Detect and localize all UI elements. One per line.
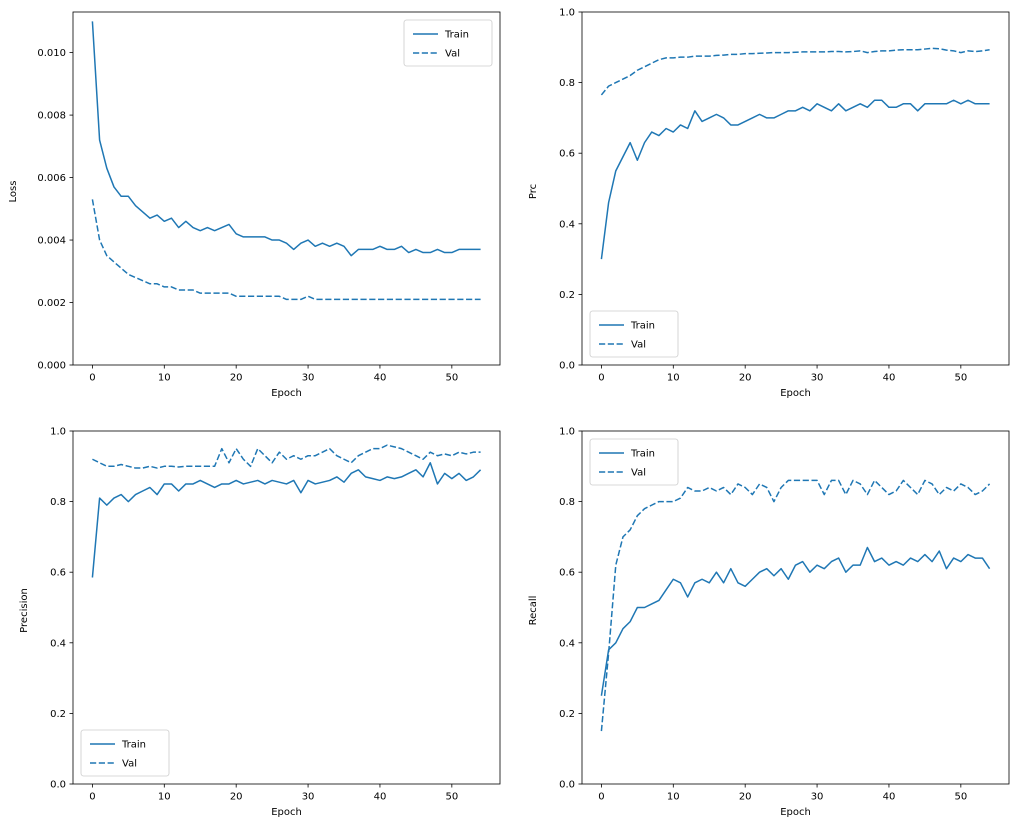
y-tick-label: 0.006 (37, 173, 66, 184)
x-tick-label: 10 (158, 792, 171, 803)
x-tick-label: 20 (739, 373, 752, 384)
y-tick-label: 0.004 (37, 236, 66, 247)
x-tick-label: 20 (230, 792, 243, 803)
x-tick-label: 50 (954, 373, 967, 384)
y-axis-label: Recall (528, 596, 539, 626)
y-tick-label: 0.4 (559, 219, 575, 230)
y-tick-label: 0.2 (559, 290, 575, 301)
y-tick-label: 0.4 (50, 638, 66, 649)
axes-frame (581, 430, 1010, 785)
prc-chart: 0 10 20 30 40 50 0.0 0.2 0.4 0.6 0.8 1.0 Epoch Prc Tra… (528, 8, 1010, 399)
legend-train-label: Train (121, 740, 146, 751)
prc-chart-cell: 0 10 20 30 40 50 0.0 0.2 0.4 0.6 0.8 1.0 Epoch Prc Tra… (509, 0, 1018, 419)
precision-chart: 0 10 20 30 40 50 0.0 0.2 0.4 0.6 0.8 1.0 Epoch Precis… (19, 427, 501, 818)
loss-chart-cell: 0 10 20 30 40 50 0.000 0.002 0.004 0.006 0.008 0.01… (0, 0, 509, 419)
legend-box (589, 438, 679, 486)
x-tick-label: 10 (667, 792, 680, 803)
x-tick-label: 50 (445, 373, 458, 384)
legend-train-label: Train (444, 30, 469, 41)
prc-val-line (600, 47, 990, 96)
precision-val-line (92, 444, 481, 469)
x-tick-label: 0 (89, 792, 95, 803)
y-tick-label: 0.4 (559, 638, 575, 649)
legend-box (589, 310, 679, 358)
x-tick-label: 0 (598, 373, 604, 384)
legend-val-label: Val (122, 759, 137, 770)
y-tick-label: 0.000 (37, 361, 66, 372)
axes-frame (72, 11, 501, 366)
precision-train-line (91, 462, 482, 578)
y-tick-label: 0.2 (50, 709, 66, 720)
y-tick-label: 1.0 (559, 427, 575, 438)
loss-val-line (91, 199, 481, 301)
x-tick-label: 40 (883, 373, 896, 384)
loss-train-line (91, 21, 481, 257)
y-tick-label: 0.008 (37, 111, 66, 122)
y-tick-label: 1.0 (559, 8, 575, 19)
legend-train-label: Train (630, 321, 655, 332)
x-tick-label: 50 (445, 792, 458, 803)
y-tick-label: 0.8 (559, 497, 575, 508)
legend-val-label: Val (631, 340, 646, 351)
prc-train-line (600, 99, 990, 260)
x-tick-label: 30 (302, 792, 315, 803)
y-axis-label: Prc (528, 184, 539, 199)
recall-val-line (600, 479, 991, 732)
legend-box (80, 729, 170, 777)
x-tick-label: 20 (230, 373, 243, 384)
x-tick-label: 50 (954, 792, 967, 803)
x-tick-label: 30 (811, 792, 824, 803)
x-axis-label: Epoch (271, 807, 302, 818)
legend-val-label: Val (631, 468, 646, 479)
x-tick-label: 0 (89, 373, 95, 384)
x-axis-label: Epoch (780, 388, 811, 399)
recall-train-line (600, 546, 991, 696)
x-tick-label: 10 (667, 373, 680, 384)
x-axis-label: Epoch (780, 807, 811, 818)
y-tick-label: 0.0 (559, 780, 575, 791)
recall-chart-cell: 0 10 20 30 40 50 0.0 0.2 0.4 0.6 0.8 1.0 Epoch Recall… (509, 419, 1018, 838)
y-tick-label: 0.0 (50, 780, 66, 791)
y-tick-label: 0.010 (37, 48, 66, 59)
x-tick-label: 40 (374, 792, 387, 803)
loss-chart: 0 10 20 30 40 50 0.000 0.002 0.004 0.006 0.008 0.01… (8, 11, 501, 399)
x-tick-label: 0 (598, 792, 604, 803)
x-tick-label: 20 (739, 792, 752, 803)
legend-box (403, 19, 493, 67)
axes-frame (581, 11, 1010, 366)
x-tick-label: 30 (811, 373, 824, 384)
x-tick-label: 30 (302, 373, 315, 384)
y-tick-label: 0.6 (559, 149, 575, 160)
y-tick-label: 0.2 (559, 709, 575, 720)
recall-chart: 0 10 20 30 40 50 0.0 0.2 0.4 0.6 0.8 1.0 Epoch Recall… (528, 427, 1010, 818)
x-tick-label: 40 (883, 792, 896, 803)
x-tick-label: 40 (374, 373, 387, 384)
y-tick-label: 0.0 (559, 361, 575, 372)
y-tick-label: 0.6 (50, 568, 66, 579)
x-axis-label: Epoch (271, 388, 302, 399)
y-tick-label: 0.8 (50, 497, 66, 508)
precision-chart-cell: 0 10 20 30 40 50 0.0 0.2 0.4 0.6 0.8 1.0 Epoch Precis… (0, 419, 509, 838)
y-tick-label: 1.0 (50, 427, 66, 438)
y-tick-label: 0.8 (559, 78, 575, 89)
x-tick-label: 10 (158, 373, 171, 384)
y-axis-label: Precision (19, 588, 30, 633)
y-tick-label: 0.002 (37, 298, 66, 309)
legend-val-label: Val (445, 49, 460, 60)
legend-train-label: Train (630, 449, 655, 460)
axes-frame (72, 430, 501, 785)
y-tick-label: 0.6 (559, 568, 575, 579)
y-axis-label: Loss (8, 181, 19, 203)
